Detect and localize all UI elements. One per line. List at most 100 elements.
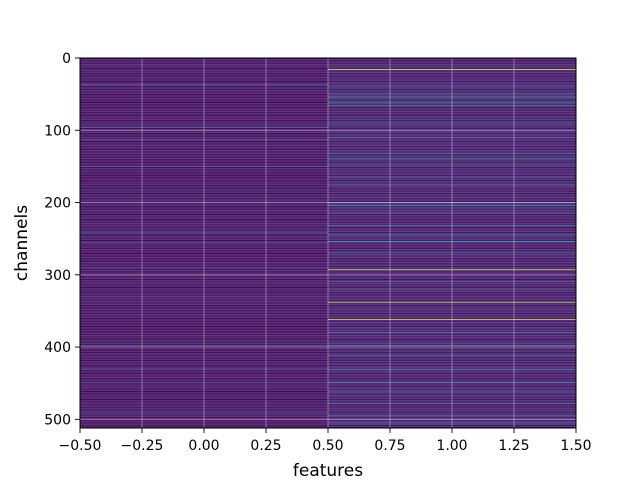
- heatmap-cell: [328, 290, 576, 292]
- heatmap-cell: [328, 156, 576, 158]
- heatmap-cell: [328, 308, 576, 310]
- heatmap-cell: [328, 96, 576, 98]
- heatmap-cell: [328, 332, 576, 334]
- heatmap-cell: [80, 385, 328, 386]
- heatmap-cell: [80, 257, 328, 259]
- heatmap-cell: [328, 421, 576, 422]
- heatmap-cell: [328, 424, 576, 426]
- heatmap-cell: [328, 364, 576, 365]
- heatmap-cell: [80, 141, 328, 143]
- heatmap-cell: [328, 346, 576, 348]
- heatmap-cell: [328, 306, 576, 308]
- heatmap-cell: [328, 149, 576, 151]
- heatmap-cell: [328, 405, 576, 407]
- heatmap-cell: [80, 105, 328, 107]
- heatmap-cell: [80, 116, 328, 118]
- heatmap-cell: [80, 226, 328, 227]
- heatmap-cell: [328, 207, 576, 209]
- heatmap-cell: [328, 240, 576, 242]
- heatmap-cell: [328, 68, 576, 70]
- heatmap-cell: [80, 112, 328, 114]
- heatmap-cell: [80, 148, 328, 150]
- heatmap-cell: [80, 173, 328, 175]
- heatmap-cell: [80, 115, 328, 117]
- heatmap-cell: [328, 182, 576, 184]
- heatmap-cell: [80, 311, 328, 313]
- heatmap-cell: [328, 396, 576, 398]
- heatmap-cell: [328, 357, 576, 359]
- heatmap-cell: [80, 242, 328, 244]
- x-tick-label: 0.25: [250, 438, 281, 454]
- heatmap-cell: [328, 277, 576, 279]
- heatmap-cell: [328, 140, 576, 141]
- heatmap-cell: [328, 281, 576, 283]
- heatmap-cell: [328, 99, 576, 101]
- heatmap-cell: [328, 241, 576, 243]
- heatmap-cell: [80, 201, 328, 203]
- heatmap-cell: [328, 100, 576, 102]
- heatmap-cell: [80, 218, 328, 220]
- heatmap-cell: [328, 190, 576, 192]
- heatmap-cell: [80, 350, 328, 352]
- heatmap-cell: [80, 182, 328, 184]
- heatmap-cell: [80, 133, 328, 135]
- heatmap-cell: [80, 171, 328, 172]
- heatmap-cell: [80, 64, 328, 66]
- heatmap-cell: [328, 81, 576, 83]
- heatmap-cell: [328, 352, 576, 354]
- heatmap-cell: [328, 178, 576, 180]
- heatmap-cell: [80, 304, 328, 305]
- heatmap-cell: [80, 100, 328, 102]
- heatmap-cell: [328, 100, 576, 102]
- heatmap-cell: [80, 390, 328, 391]
- heatmap-cell: [328, 358, 576, 360]
- heatmap-cell: [80, 351, 328, 352]
- heatmap-cell: [80, 315, 328, 317]
- heatmap-cell: [80, 420, 328, 422]
- heatmap-cell: [328, 227, 576, 229]
- heatmap-cell: [80, 398, 328, 400]
- heatmap-cell: [328, 215, 576, 217]
- heatmap-cell: [328, 116, 576, 118]
- heatmap-cell: [80, 186, 328, 188]
- heatmap-cell: [80, 150, 328, 151]
- heatmap-cell: [80, 192, 328, 193]
- heatmap-cell: [328, 169, 576, 171]
- heatmap-cell: [328, 291, 576, 292]
- heatmap-cell: [80, 235, 328, 237]
- heatmap-cell: [328, 143, 576, 145]
- heatmap-cell: [328, 376, 576, 378]
- heatmap-cell: [328, 244, 576, 245]
- heatmap-cell: [80, 110, 328, 112]
- heatmap-cell: [80, 378, 328, 380]
- heatmap-cell: [328, 93, 576, 94]
- heatmap-cell: [80, 257, 328, 258]
- heatmap-cell: [328, 317, 576, 318]
- heatmap-cell: [328, 256, 576, 258]
- heatmap-cell: [80, 119, 328, 121]
- heatmap-cell: [328, 292, 576, 294]
- heatmap-cell: [80, 158, 328, 160]
- heatmap-cell: [80, 254, 328, 256]
- heatmap-cell: [328, 111, 576, 113]
- heatmap-cell: [328, 303, 576, 305]
- heatmap-cell: [80, 307, 328, 309]
- heatmap-cell: [80, 58, 328, 60]
- heatmap-cell: [328, 134, 576, 136]
- heatmap-cell: [328, 130, 576, 132]
- heatmap-cell: [80, 68, 328, 70]
- heatmap-cell: [80, 370, 328, 372]
- heatmap-cell: [328, 226, 576, 227]
- heatmap-cell: [80, 274, 328, 276]
- heatmap-cell: [328, 59, 576, 61]
- heatmap-cell: [328, 422, 576, 424]
- heatmap-cell: [328, 153, 576, 154]
- heatmap-cell: [328, 107, 576, 109]
- heatmap-cell: [328, 397, 576, 399]
- heatmap-cell: [80, 332, 328, 334]
- heatmap-cell: [328, 262, 576, 263]
- heatmap-cell: [80, 64, 328, 65]
- heatmap-cell: [328, 133, 576, 135]
- heatmap-cell: [80, 232, 328, 234]
- heatmap-cell: [80, 314, 328, 316]
